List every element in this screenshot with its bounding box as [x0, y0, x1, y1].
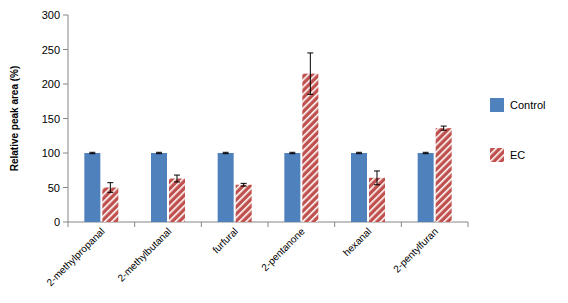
x-tick-label: 2-methylbutanal [115, 226, 173, 284]
error-cap [89, 153, 95, 154]
bar [151, 153, 167, 222]
y-tick [63, 15, 68, 16]
error-bar [223, 152, 229, 153]
error-cap [374, 170, 380, 171]
error-cap [107, 182, 113, 183]
legend-label: Control [510, 99, 545, 111]
error-line [377, 171, 378, 185]
x-tick [68, 222, 69, 227]
error-bar [156, 152, 162, 153]
error-line [110, 183, 111, 193]
error-cap [223, 153, 229, 154]
x-tick [201, 222, 202, 227]
y-tick-label: 300 [42, 9, 60, 21]
error-bar [374, 171, 380, 185]
error-bar [289, 152, 295, 153]
bar [218, 153, 234, 222]
bar [84, 153, 100, 222]
error-cap [241, 186, 247, 187]
bar [102, 188, 118, 223]
y-axis-label: Relative peak area (%) [9, 66, 20, 172]
error-bar [241, 183, 247, 186]
bar [236, 185, 252, 222]
error-cap [356, 152, 362, 153]
error-cap [89, 152, 95, 153]
bar [351, 153, 367, 222]
x-tick-label: 2-pentylfuran [391, 226, 440, 275]
x-tick [268, 222, 269, 227]
error-bar [107, 183, 113, 193]
error-bar [89, 152, 95, 153]
chart: 0 50 100 150 200 250 300 2-methylpropanal2-meth… [0, 0, 568, 303]
bar [169, 179, 185, 222]
error-cap [356, 153, 362, 154]
bar [284, 153, 300, 222]
bar [436, 128, 452, 222]
error-line [443, 126, 444, 130]
error-cap [307, 52, 313, 53]
y-tick-label: 200 [42, 78, 60, 90]
y-tick-label: 250 [42, 44, 60, 56]
bar [302, 74, 318, 222]
y-tick [63, 153, 68, 154]
y-tick-label: 50 [48, 182, 60, 194]
error-cap [241, 183, 247, 184]
y-tick-label: 100 [42, 147, 60, 159]
x-tick [134, 222, 135, 227]
x-tick [401, 222, 402, 227]
error-cap [374, 184, 380, 185]
error-bar [356, 152, 362, 153]
y-tick [63, 84, 68, 85]
error-cap [289, 153, 295, 154]
legend-label: EC [510, 149, 525, 161]
error-cap [289, 152, 295, 153]
x-tick [334, 222, 335, 227]
error-cap [174, 175, 180, 176]
error-cap [174, 181, 180, 182]
x-tick [468, 222, 469, 227]
error-cap [423, 152, 429, 153]
bars [84, 53, 451, 222]
error-line [310, 53, 311, 94]
legend-swatch [490, 98, 504, 112]
error-bar [174, 175, 180, 182]
y-tick [63, 222, 68, 223]
error-cap [156, 153, 162, 154]
error-cap [223, 152, 229, 153]
x-tick-label: furfural [210, 226, 240, 256]
x-tick-label: 2-methylpropanal [44, 226, 106, 288]
y-tick-label: 150 [42, 113, 60, 125]
error-cap [423, 153, 429, 154]
error-bar [307, 53, 313, 94]
y-tick [63, 49, 68, 50]
error-cap [156, 152, 162, 153]
error-cap [307, 94, 313, 95]
x-tick-label: 2-pentanone [259, 225, 307, 273]
y-tick-label: 0 [54, 216, 60, 228]
error-line [177, 175, 178, 182]
bar [418, 153, 434, 222]
error-cap [441, 130, 447, 131]
error-bar [441, 126, 447, 130]
error-cap [441, 126, 447, 127]
error-cap [107, 192, 113, 193]
x-tick-label: hexanal [341, 226, 374, 259]
legend-swatch [490, 148, 504, 162]
bar [369, 178, 385, 222]
y-tick [63, 187, 68, 188]
error-bar [423, 152, 429, 153]
y-tick [63, 118, 68, 119]
